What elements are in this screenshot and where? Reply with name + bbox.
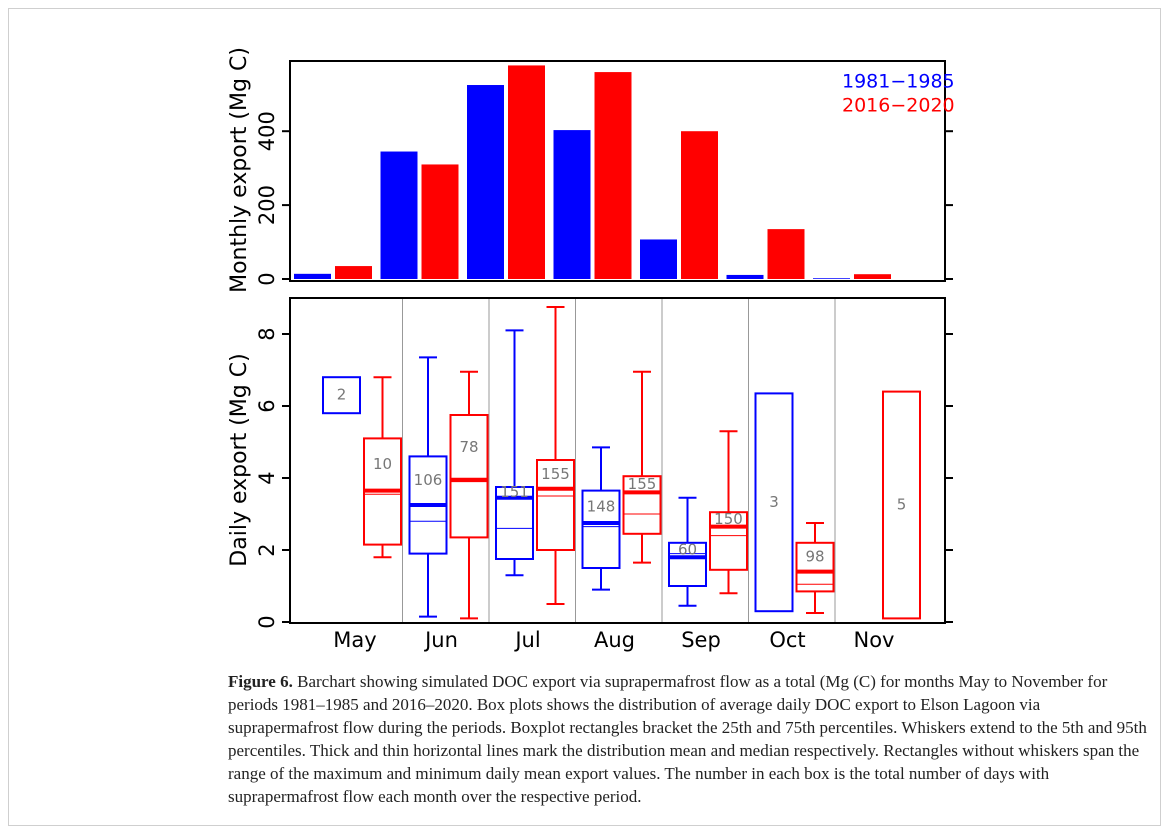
count-label: 10 [373, 455, 392, 473]
box [449, 414, 489, 539]
count-label: 98 [805, 548, 824, 566]
bar [640, 239, 677, 279]
bar [380, 151, 418, 279]
bar [854, 274, 891, 279]
caption-label: Figure 6. [228, 672, 293, 691]
box [795, 541, 835, 593]
bar [335, 266, 372, 279]
box [709, 511, 748, 571]
plot-frame [289, 60, 946, 282]
bar [594, 72, 632, 279]
count-label: 106 [414, 471, 443, 489]
count-label: 150 [714, 510, 743, 528]
caption: Figure 6. Barchart showing simulated DOC… [228, 670, 1153, 808]
bar [421, 164, 459, 279]
y-tick-label: 0 [255, 615, 279, 628]
count-label: 60 [678, 541, 697, 559]
count-label: 2 [337, 386, 347, 404]
y-tick-label: 6 [255, 399, 279, 412]
bar [813, 278, 850, 279]
range-box [322, 376, 361, 415]
bar [553, 130, 591, 279]
x-tick-label: Jun [423, 628, 458, 652]
bar [294, 273, 331, 279]
legend-label: 1981−1985 [842, 71, 955, 93]
bar [767, 229, 805, 279]
range-box [882, 390, 921, 620]
count-label: 151 [500, 483, 529, 501]
caption-text: Barchart showing simulated DOC export vi… [228, 672, 1147, 806]
box [536, 459, 575, 551]
y-tick-label: 4 [255, 471, 279, 484]
y-tick-label: 8 [255, 327, 279, 340]
bar [681, 131, 718, 279]
box [622, 475, 662, 535]
plot-frame [289, 297, 946, 624]
count-label: 148 [587, 497, 616, 515]
y-axis-label: Daily export (Mg C) [227, 353, 252, 566]
y-tick-label: 400 [255, 111, 279, 151]
x-tick-label: Oct [769, 628, 805, 652]
legend-label: 2016−2020 [842, 95, 955, 117]
count-label: 5 [897, 496, 907, 514]
x-tick-label: Nov [854, 628, 895, 652]
box [581, 489, 621, 570]
count-label: 78 [459, 438, 478, 456]
bar [726, 274, 764, 279]
x-tick-label: Jul [513, 628, 540, 652]
x-tick-label: Aug [594, 628, 635, 652]
x-tick-label: Sep [681, 628, 721, 652]
count-label: 155 [628, 475, 657, 493]
range-box [754, 392, 794, 613]
x-tick-label: May [333, 628, 376, 652]
bar [508, 65, 545, 279]
y-tick-label: 0 [255, 272, 279, 285]
box [668, 541, 707, 587]
y-tick-label: 200 [255, 185, 279, 225]
count-label: 3 [769, 493, 779, 511]
box [495, 486, 534, 560]
count-label: 155 [541, 465, 570, 483]
bar [467, 85, 504, 279]
y-tick-label: 2 [255, 543, 279, 556]
figure-frame [8, 8, 1161, 826]
y-axis-label: Monthly export (Mg C) [227, 47, 252, 293]
